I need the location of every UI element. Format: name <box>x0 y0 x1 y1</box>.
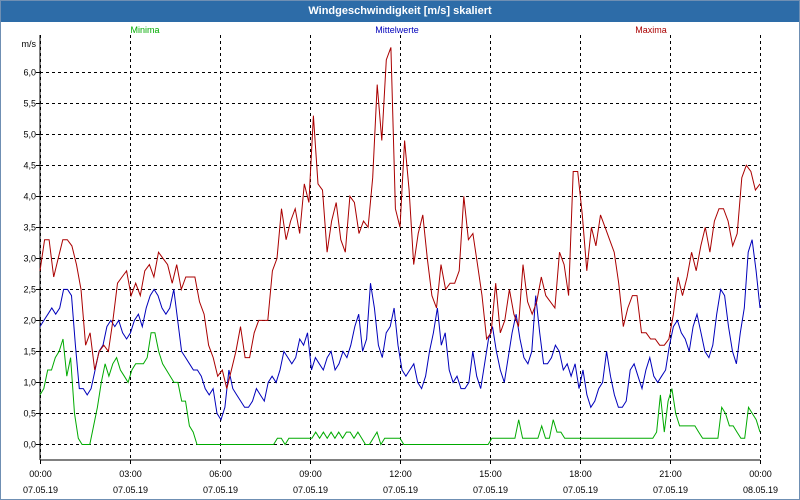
x-tick-time-label: 12:00 <box>389 469 412 479</box>
y-axis-label: m/s <box>22 39 37 49</box>
x-tick-date-label: 07.05.19 <box>203 485 238 495</box>
y-tick-label: 2,0 <box>23 316 36 326</box>
x-tick-time-label: 00:00 <box>749 469 772 479</box>
x-tick-time-label: 03:00 <box>119 469 142 479</box>
x-tick-date-label: 07.05.19 <box>473 485 508 495</box>
x-tick-date-label: 07.05.19 <box>293 485 328 495</box>
x-tick-date-label: 07.05.19 <box>383 485 418 495</box>
y-tick-label: 3,5 <box>23 223 36 233</box>
y-tick-label: 4,5 <box>23 161 36 171</box>
y-tick-label: 5,0 <box>23 130 36 140</box>
x-tick-time-label: 00:00 <box>29 469 52 479</box>
x-tick-date-label: 07.05.19 <box>653 485 688 495</box>
y-tick-label: 0,0 <box>23 440 36 450</box>
legend-minima: Minima <box>130 25 159 35</box>
y-tick-label: 5,5 <box>23 99 36 109</box>
y-tick-label: 6,0 <box>23 68 36 78</box>
x-tick-date-label: 07.05.19 <box>23 485 58 495</box>
y-tick-label: 0,5 <box>23 409 36 419</box>
y-tick-label: 4,0 <box>23 192 36 202</box>
y-tick-label: 3,0 <box>23 254 36 264</box>
x-tick-time-label: 15:00 <box>479 469 502 479</box>
x-tick-time-label: 06:00 <box>209 469 232 479</box>
x-tick-time-label: 21:00 <box>659 469 682 479</box>
legend-mittelwerte: Mittelwerte <box>375 25 419 35</box>
x-tick-date-label: 08.05.19 <box>743 485 778 495</box>
y-tick-label: 2,5 <box>23 285 36 295</box>
legend-maxima: Maxima <box>635 25 667 35</box>
x-tick-date-label: 07.05.19 <box>563 485 598 495</box>
x-tick-date-label: 07.05.19 <box>113 485 148 495</box>
y-tick-label: 1,0 <box>23 378 36 388</box>
x-tick-time-label: 09:00 <box>299 469 322 479</box>
y-tick-label: 1,5 <box>23 347 36 357</box>
x-tick-time-label: 18:00 <box>569 469 592 479</box>
